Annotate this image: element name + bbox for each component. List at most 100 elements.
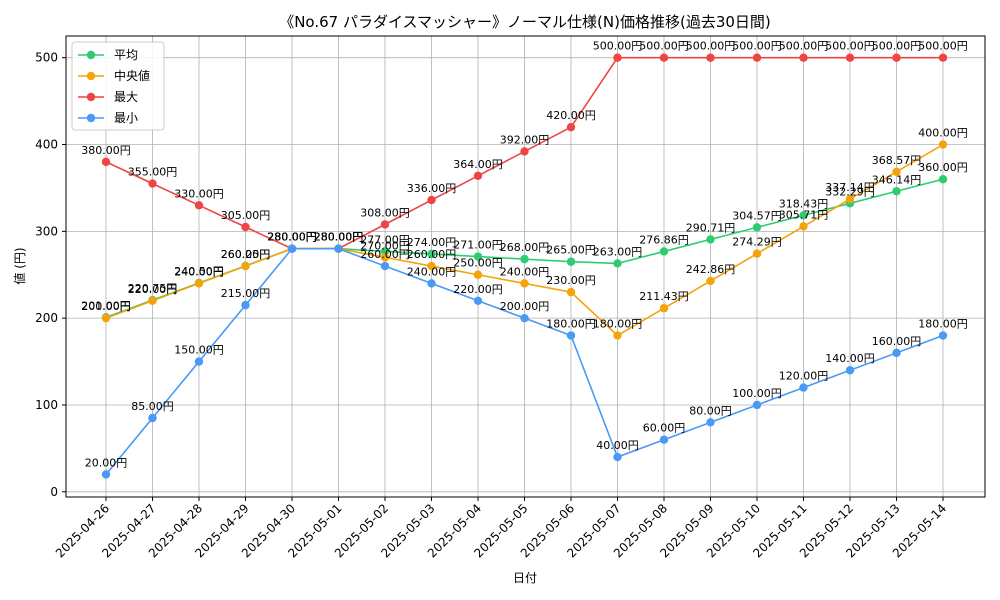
data-label: 274.00円: [407, 236, 457, 249]
data-point: [241, 261, 250, 271]
y-axis-label: 値 (円): [12, 247, 27, 284]
data-label: 200.00円: [500, 300, 550, 313]
data-point: [194, 201, 204, 210]
legend-entry: 中央値: [114, 68, 150, 83]
data-label: 420.00円: [546, 109, 596, 122]
data-point: [194, 279, 204, 288]
data-point: [752, 223, 762, 232]
data-label: 215.00円: [221, 287, 271, 300]
data-point: [752, 400, 762, 410]
data-label: 180.00円: [593, 318, 643, 331]
data-label: 346.14円: [872, 173, 922, 186]
data-point: [938, 175, 948, 184]
data-point: [334, 244, 343, 253]
data-label: 260.00円: [407, 248, 457, 261]
legend-entry: 平均: [114, 48, 138, 62]
data-point: [799, 383, 808, 392]
data-point: [473, 252, 483, 261]
data-label: 280.00円: [314, 231, 364, 244]
data-point: [520, 313, 529, 323]
data-point: [520, 147, 529, 156]
data-label: 120.00円: [779, 370, 829, 383]
data-label: 304.57円: [732, 209, 782, 222]
data-point: [380, 253, 390, 262]
data-point: [241, 222, 250, 232]
data-point: [427, 279, 436, 288]
data-label: 80.00円: [689, 404, 732, 417]
data-label: 500.00円: [779, 40, 829, 53]
data-point: [566, 331, 576, 340]
data-label: 240.50円: [174, 265, 224, 278]
data-point: [659, 435, 669, 444]
y-tick-label: 400: [35, 138, 58, 152]
data-point: [892, 348, 901, 358]
chart-title: 《No.67 パラダイスマッシャー》ノーマル仕様(N)価格推移(過去30日間): [279, 13, 771, 31]
data-point: [148, 179, 157, 188]
data-point: [938, 331, 948, 340]
data-label: 332.29円: [825, 185, 875, 198]
data-label: 40.00円: [596, 439, 639, 452]
data-point: [101, 157, 111, 167]
data-label: 500.00円: [639, 40, 689, 53]
data-label: 270.00円: [360, 239, 410, 252]
data-label: 380.00円: [81, 144, 131, 157]
data-point: [706, 418, 715, 427]
data-label: 211.43円: [639, 290, 689, 303]
data-label: 150.00円: [174, 344, 224, 357]
data-label: 240.00円: [407, 265, 457, 278]
data-point: [938, 140, 948, 149]
data-label: 85.00円: [131, 400, 174, 413]
data-label: 330.00円: [174, 187, 224, 200]
data-point: [427, 261, 436, 271]
data-label: 305.00円: [221, 209, 271, 222]
data-label: 280.00円: [267, 231, 317, 244]
data-point: [799, 53, 808, 62]
data-point: [148, 413, 157, 423]
data-label: 250.00円: [453, 257, 503, 270]
data-label: 305.71円: [779, 208, 829, 221]
y-tick-label: 200: [35, 311, 58, 325]
data-point: [845, 194, 855, 204]
data-label: 180.00円: [546, 318, 596, 331]
data-label: 500.00円: [593, 40, 643, 53]
legend-swatch-marker: [86, 50, 96, 60]
legend-swatch-marker: [86, 71, 96, 81]
data-label: 318.43円: [779, 197, 829, 210]
data-label: 201.00円: [81, 299, 131, 312]
data-point: [427, 249, 436, 259]
data-label: 500.00円: [872, 40, 922, 53]
legend-entry: 最小: [114, 111, 138, 125]
data-label: 500.00円: [825, 40, 875, 53]
data-point: [659, 53, 669, 62]
data-label: 274.29円: [732, 236, 782, 249]
data-label: 263.00円: [593, 245, 643, 258]
data-point: [799, 211, 808, 220]
data-point: [613, 331, 622, 340]
data-label: 60.00円: [643, 422, 686, 435]
data-point: [101, 470, 111, 479]
data-label: 368.57円: [872, 154, 922, 167]
data-point: [706, 235, 715, 244]
data-label: 180.00円: [918, 318, 968, 331]
data-label: 230.00円: [546, 274, 596, 287]
data-label: 140.00円: [825, 352, 875, 365]
data-point: [473, 270, 483, 279]
data-point: [194, 357, 204, 366]
data-point: [892, 187, 901, 196]
data-label: 240.00円: [500, 265, 550, 278]
data-point: [473, 296, 483, 305]
data-point: [148, 296, 157, 305]
data-label: 100.00円: [732, 387, 782, 400]
data-label: 276.86円: [639, 233, 689, 246]
data-point: [845, 366, 855, 375]
data-label: 355.00円: [128, 166, 178, 179]
data-point: [380, 220, 390, 229]
data-point: [380, 247, 390, 256]
data-label: 220.75円: [128, 282, 178, 295]
data-label: 280.00円: [267, 231, 317, 244]
data-point: [706, 53, 715, 62]
data-point: [799, 222, 808, 231]
data-label: 336.00円: [407, 182, 457, 195]
